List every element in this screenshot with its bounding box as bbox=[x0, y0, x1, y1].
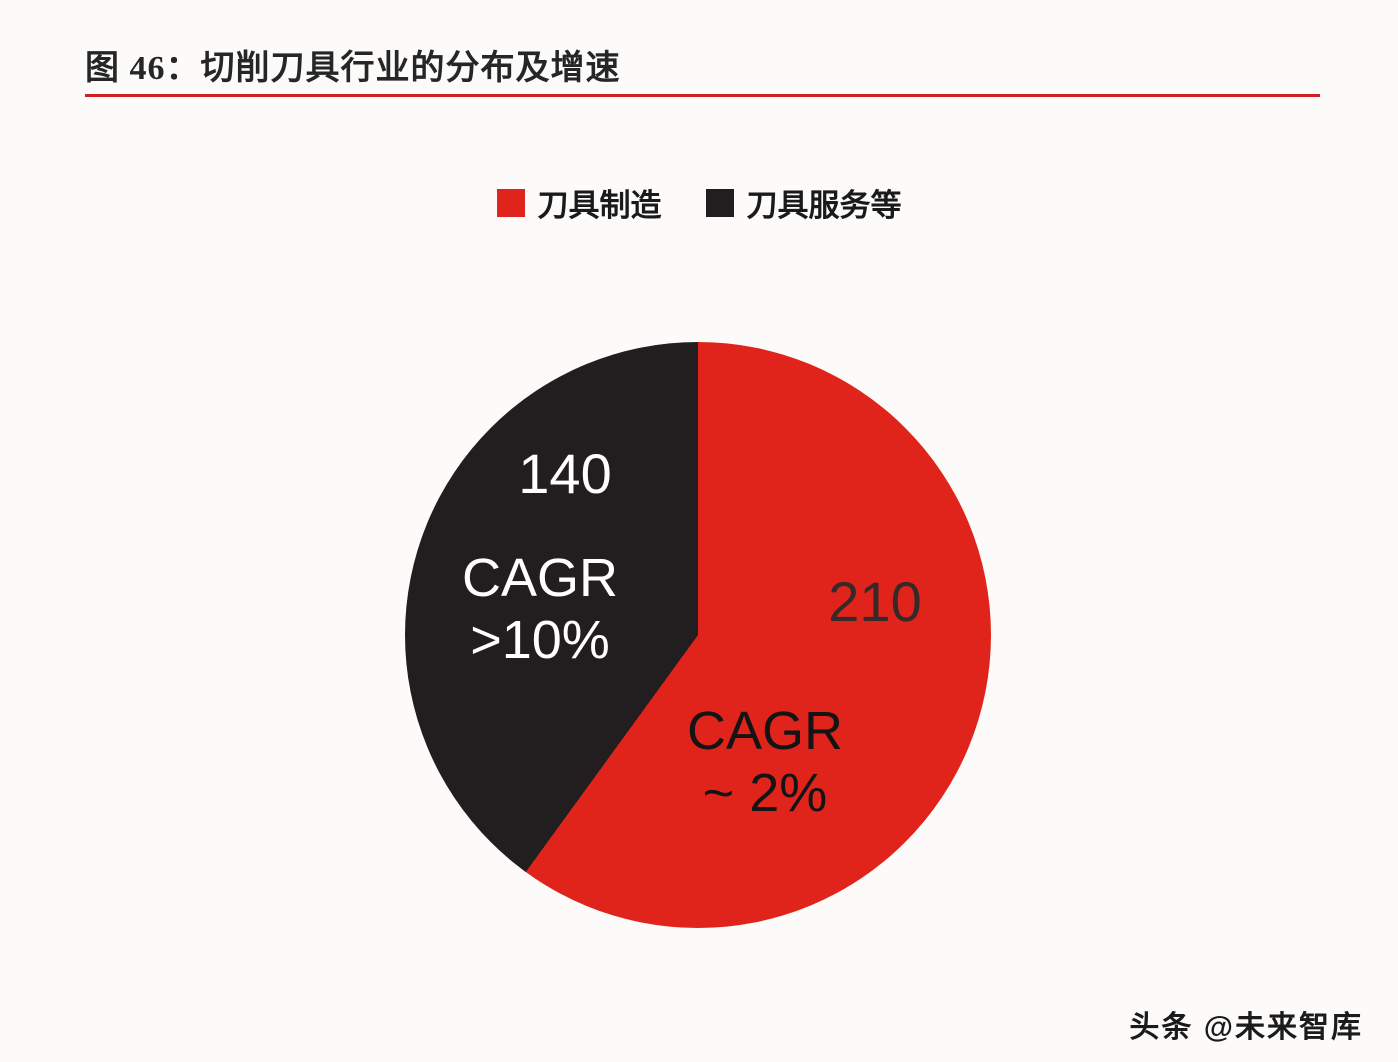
figure-title: 图 46：切削刀具行业的分布及增速 bbox=[85, 50, 621, 87]
watermark-text: 头条 @未来智库 bbox=[1129, 1011, 1363, 1044]
slice-value-services: 140 bbox=[518, 442, 612, 505]
legend-item-knife-manufacturing: 刀具制造 bbox=[496, 180, 662, 225]
chart-legend: 刀具制造 刀具服务等 bbox=[0, 180, 1398, 225]
annotation-line: CAGR bbox=[461, 548, 618, 608]
slice-value-manufacturing: 210 bbox=[828, 570, 922, 633]
annotation-line: >10% bbox=[470, 610, 610, 671]
legend-swatch-black-icon bbox=[705, 188, 734, 217]
annotation-line: ~ 2% bbox=[702, 763, 828, 824]
title-divider-rule bbox=[85, 94, 1320, 97]
pie-chart-area: 140 CAGR >10% 210 CAGR ~ 2% bbox=[405, 342, 991, 928]
annotation-line: CAGR bbox=[686, 701, 843, 761]
slice-annotation-services: CAGR >10% bbox=[425, 547, 655, 671]
pie-chart bbox=[405, 342, 991, 928]
legend-label: 刀具服务等 bbox=[746, 188, 902, 223]
slice-annotation-manufacturing: CAGR ~ 2% bbox=[655, 700, 875, 824]
legend-swatch-red-icon bbox=[496, 188, 525, 217]
legend-label: 刀具制造 bbox=[537, 188, 662, 223]
legend-item-knife-services: 刀具服务等 bbox=[705, 180, 902, 225]
